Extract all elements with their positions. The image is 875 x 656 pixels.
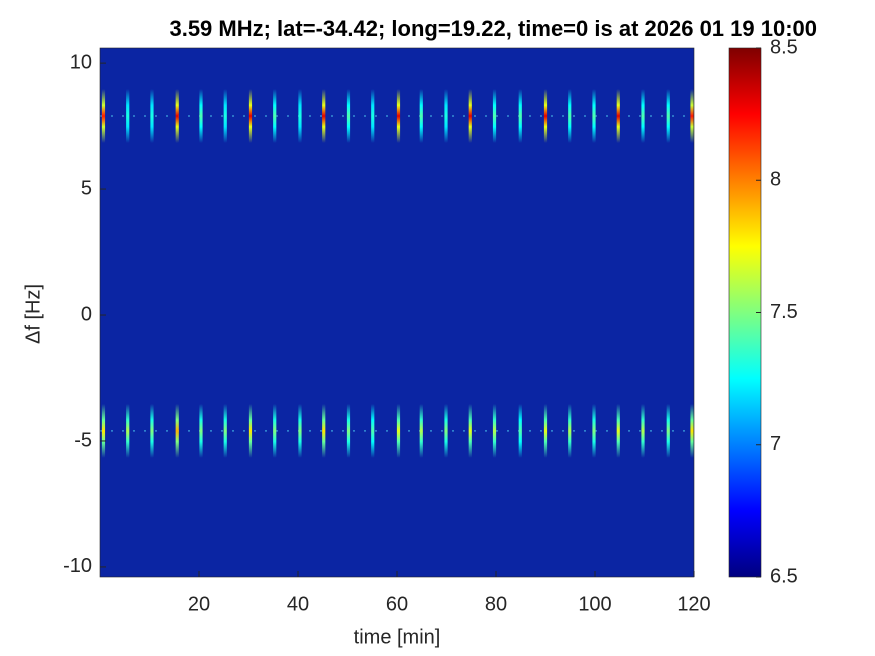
chart-title: 3.59 MHz; lat=-34.42; long=19.22, time=0…	[169, 16, 817, 41]
streak	[690, 89, 694, 144]
streak	[690, 403, 694, 458]
x-tick-label: 40	[287, 593, 309, 615]
y-tick-label: 5	[81, 177, 92, 199]
streak	[199, 89, 203, 144]
streak	[592, 89, 596, 144]
streak	[223, 403, 227, 458]
streak	[298, 89, 302, 144]
streak	[248, 403, 253, 458]
streak	[616, 89, 620, 144]
streak	[543, 89, 548, 144]
streak	[101, 403, 106, 458]
x-tick-label: 20	[188, 593, 210, 615]
streak	[492, 403, 497, 458]
streak	[199, 403, 203, 458]
streak	[273, 89, 277, 144]
streak	[126, 89, 130, 144]
streak	[175, 403, 179, 458]
streak	[568, 89, 572, 144]
streak	[322, 403, 326, 458]
y-tick-label: 10	[70, 51, 92, 73]
colorbar-tick-label: 8	[770, 169, 781, 191]
colorbar-tick-label: 6.5	[770, 565, 798, 587]
streak	[175, 89, 179, 144]
streak	[468, 403, 472, 458]
streak	[101, 89, 106, 144]
y-tick-label: -5	[74, 429, 92, 451]
y-tick-label: -10	[63, 555, 92, 577]
streak	[616, 403, 620, 458]
streak	[223, 89, 227, 144]
streak	[150, 403, 154, 458]
x-tick-label: 80	[485, 593, 507, 615]
streak	[641, 89, 645, 144]
colorbar-tick-label: 8.5	[770, 36, 798, 58]
y-axis-label: Δf [Hz]	[22, 284, 44, 344]
streak	[641, 403, 645, 458]
streak	[396, 89, 401, 144]
streak	[419, 403, 423, 458]
streak	[666, 403, 670, 458]
streak	[543, 403, 548, 458]
streak	[666, 89, 670, 144]
streak	[444, 89, 448, 144]
streak	[346, 403, 351, 458]
streak	[150, 89, 154, 144]
streak	[468, 89, 472, 144]
colorbar-tick-label: 7	[770, 433, 781, 455]
streak	[273, 403, 277, 458]
colorbar-tick-label: 7.5	[770, 301, 798, 323]
streak	[396, 403, 401, 458]
streak	[371, 89, 375, 144]
colorbar	[728, 47, 762, 578]
x-axis-label: time [min]	[354, 626, 441, 648]
streak	[248, 89, 253, 144]
streak	[518, 403, 522, 458]
streak	[346, 89, 351, 144]
streak	[322, 89, 326, 144]
x-tick-label: 120	[677, 593, 710, 615]
streak	[492, 89, 497, 144]
streak	[371, 403, 375, 458]
y-tick-label: 0	[81, 303, 92, 325]
streak	[298, 403, 302, 458]
streak	[518, 89, 522, 144]
streak	[568, 403, 572, 458]
x-tick-label: 60	[386, 593, 408, 615]
x-tick-label: 100	[578, 593, 611, 615]
streak	[444, 403, 448, 458]
streak	[126, 403, 130, 458]
streak	[592, 403, 596, 458]
streak	[419, 89, 423, 144]
